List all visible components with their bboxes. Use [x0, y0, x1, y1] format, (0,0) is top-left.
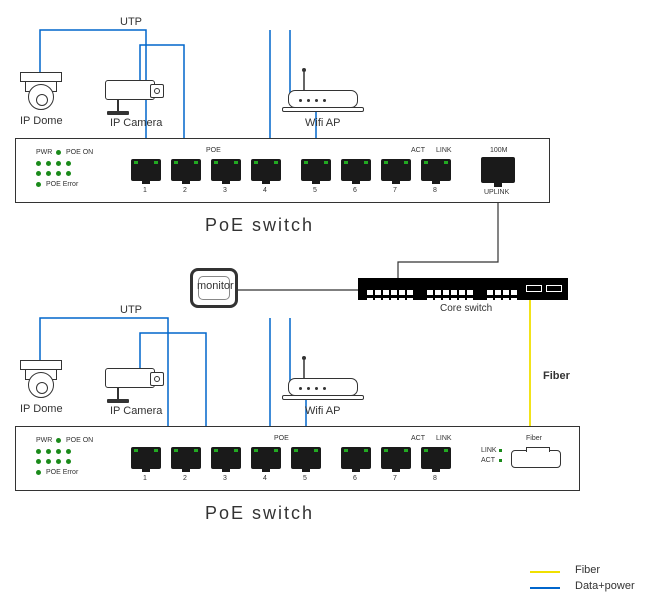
pwr-label: PWR: [36, 149, 52, 156]
portnum: 7: [393, 187, 397, 194]
link-small: LINK: [481, 447, 497, 454]
poeerr-label: POE Error: [46, 181, 78, 188]
uplink-100m: 100M: [490, 147, 508, 154]
wifi-ap-label-2: Wifi AP: [305, 405, 340, 417]
poeon-label: POE ON: [66, 149, 93, 156]
wifi-ap-label: Wifi AP: [305, 117, 340, 129]
utp-label-bottom: UTP: [120, 304, 142, 316]
ip-dome-label: IP Dome: [20, 115, 63, 127]
portnum: 8: [433, 187, 437, 194]
uplink-label: UPLINK: [484, 189, 509, 196]
port-1: [131, 159, 161, 181]
port-6: [341, 447, 371, 469]
act-label: ACT: [411, 435, 425, 442]
ip-camera-label: IP Camera: [110, 117, 162, 129]
portnum: 2: [183, 475, 187, 482]
core-switch: [358, 278, 568, 300]
portnum: 7: [393, 475, 397, 482]
fiber-slot: [511, 450, 561, 468]
monitor-label: monitor: [197, 280, 234, 292]
port-3: [211, 447, 241, 469]
act-small: ACT: [481, 457, 495, 464]
portnum: 5: [313, 187, 317, 194]
port-8: [421, 159, 451, 181]
pwr-label: PWR: [36, 437, 52, 444]
portnum: 1: [143, 475, 147, 482]
port-6: [341, 159, 371, 181]
poe-section-label: POE: [206, 147, 221, 154]
portnum: 3: [223, 187, 227, 194]
port-7: [381, 159, 411, 181]
ip-camera-label-2: IP Camera: [110, 405, 162, 417]
utp-label-top: UTP: [120, 16, 142, 28]
link-label: LINK: [436, 435, 452, 442]
fiber-label: Fiber: [543, 370, 570, 382]
portnum: 4: [263, 475, 267, 482]
port-5: [291, 447, 321, 469]
legend-fiber-label: Fiber: [575, 564, 600, 576]
legend-datapower-line: [530, 587, 560, 589]
portnum: 1: [143, 187, 147, 194]
legend-datapower-label: Data+power: [575, 580, 635, 592]
portnum: 5: [303, 475, 307, 482]
act-label: ACT: [411, 147, 425, 154]
poe-switch-label-top: PoE switch: [205, 215, 314, 236]
portnum: 6: [353, 187, 357, 194]
uplink-port: [481, 157, 515, 183]
port-5: [301, 159, 331, 181]
poeon-label: POE ON: [66, 437, 93, 444]
fiber-section-label: Fiber: [526, 435, 542, 442]
poe-switch-top: PWR POE ON POE Error POE ACT LINK 1 2 3 …: [15, 138, 550, 203]
poe-switch-bottom: PWR POE ON POE Error POE ACT LINK 1 2 3 …: [15, 426, 580, 491]
poe-section-label: POE: [274, 435, 289, 442]
port-2: [171, 447, 201, 469]
poe-switch-label-bottom: PoE switch: [205, 503, 314, 524]
portnum: 8: [433, 475, 437, 482]
portnum: 3: [223, 475, 227, 482]
port-1: [131, 447, 161, 469]
port-2: [171, 159, 201, 181]
poeerr-label: POE Error: [46, 469, 78, 476]
ip-dome-label-2: IP Dome: [20, 403, 63, 415]
portnum: 4: [263, 187, 267, 194]
portnum: 2: [183, 187, 187, 194]
portnum: 6: [353, 475, 357, 482]
network-diagram: IP Dome IP Camera UTP Wifi AP PWR POE ON…: [0, 0, 668, 611]
port-8: [421, 447, 451, 469]
core-switch-label: Core switch: [440, 303, 492, 314]
port-4: [251, 447, 281, 469]
link-label: LINK: [436, 147, 452, 154]
port-7: [381, 447, 411, 469]
port-4: [251, 159, 281, 181]
port-3: [211, 159, 241, 181]
legend-fiber-line: [530, 571, 560, 573]
